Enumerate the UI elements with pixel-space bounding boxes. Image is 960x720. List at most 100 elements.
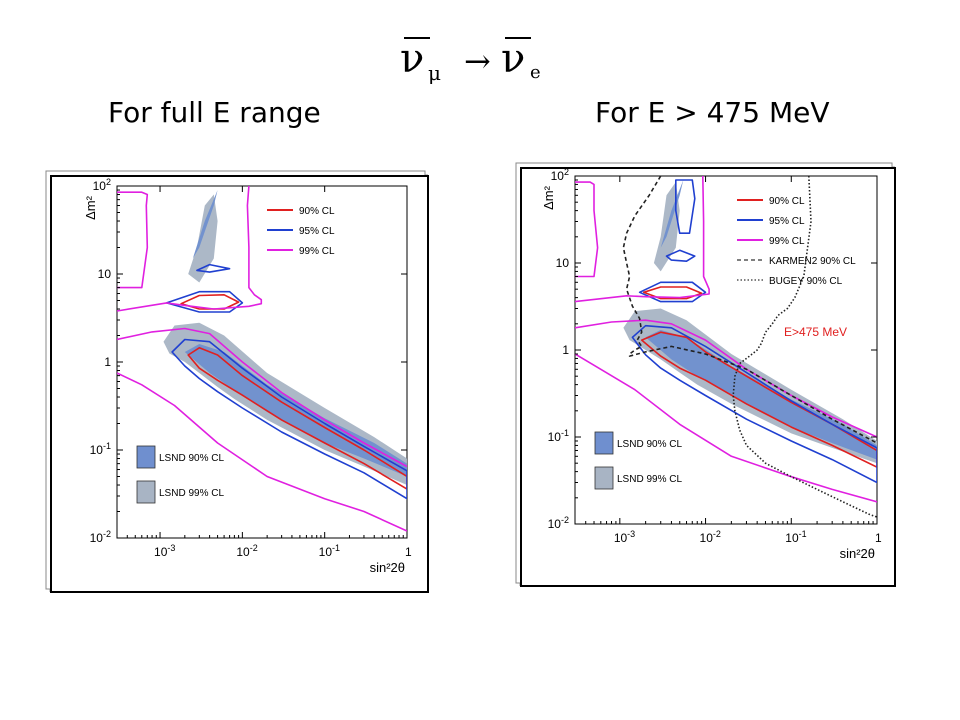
y-tick-label-base: 10 <box>90 531 104 545</box>
region-lsnd-99-cl <box>188 194 218 283</box>
formula-arrow: → <box>464 42 491 80</box>
plot-layer <box>117 186 407 532</box>
legend-label: 95% CL <box>769 216 805 227</box>
series-99-cl <box>117 186 263 312</box>
legend-box <box>136 480 156 504</box>
series-95-cl <box>638 281 707 303</box>
series-90-cl <box>642 286 703 300</box>
y-tick-label: 10-1 <box>90 441 111 457</box>
x-tick-label-exp: -1 <box>799 529 807 539</box>
x-tick-label: 10-2 <box>236 543 257 559</box>
x-tick-label-exp: -2 <box>713 529 721 539</box>
series-99-cl <box>117 327 407 468</box>
series-90-cl <box>180 294 240 310</box>
y-tick-label-base: 10 <box>548 517 562 531</box>
y-tick-label: 102 <box>93 177 111 193</box>
region-lsnd-90-cl <box>660 180 684 248</box>
y-axis-label: Δm² <box>541 185 556 210</box>
x-tick-label-exp: -1 <box>332 543 340 553</box>
legend-box <box>594 466 614 490</box>
x-tick-label-base: 10 <box>236 545 250 559</box>
x-axis-label: sin²2θ <box>840 546 875 561</box>
x-tick-label: 10-3 <box>154 543 175 559</box>
chart-panel-high-energy: 10-3 10-2 10-1 1 102 10 1 10-1 10-2 sin²2θ Δm² 90% … <box>515 162 897 588</box>
legend-label: 99% CL <box>769 236 805 247</box>
series-99-cl <box>575 353 877 503</box>
legend-box <box>136 445 156 469</box>
y-tick-label-exp: -2 <box>103 529 111 539</box>
series-95-cl <box>675 179 696 234</box>
series-90-cl <box>187 347 407 490</box>
y-tick-label-exp: -1 <box>103 441 111 451</box>
y-tick-label-exp: -1 <box>561 428 569 438</box>
x-tick-label-base: 1 <box>405 545 412 559</box>
x-tick-label-base: 10 <box>785 531 799 545</box>
y-tick-label-exp: 2 <box>564 167 569 177</box>
x-tick-label-base: 10 <box>614 531 628 545</box>
x-tick-label: 1 <box>405 545 412 559</box>
subtitle-high-energy: For E > 475 MeV <box>595 96 830 129</box>
series-95-cl <box>665 249 696 262</box>
formula-nu-e: ν <box>501 36 525 82</box>
x-tick-label: 10-2 <box>700 529 721 545</box>
x-tick-label-base: 1 <box>875 531 882 545</box>
y-tick-label-base: 10 <box>556 256 570 270</box>
y-tick-label: 10-1 <box>548 428 569 444</box>
legend-label: 90% CL <box>299 206 335 217</box>
y-tick-label: 1 <box>562 343 569 357</box>
series-99-cl <box>575 176 710 303</box>
series-bugey-90-cl <box>732 176 877 518</box>
y-tick-label: 102 <box>551 167 569 183</box>
legend-box-label: LSND 90% CL <box>617 439 682 450</box>
region-lsnd-90-cl <box>645 330 877 460</box>
series-karmen2-90-cl <box>622 176 877 444</box>
formula-subscript-mu: μ <box>428 61 441 85</box>
legend-label: 99% CL <box>299 246 335 257</box>
x-tick-label-exp: -3 <box>627 529 635 539</box>
legend-box-label: LSND 99% CL <box>159 488 224 499</box>
series-90-cl <box>640 331 877 468</box>
energy-cut-annotation: E>475 MeV <box>784 325 847 339</box>
legend-label: 90% CL <box>769 196 805 207</box>
y-tick-label-base: 10 <box>90 443 104 457</box>
y-tick-label-base: 1 <box>562 343 569 357</box>
series-95-cl <box>171 338 407 500</box>
x-tick-label: 10-1 <box>785 529 806 545</box>
formula-nu-mu: ν <box>400 36 424 82</box>
series-99-cl <box>575 319 877 438</box>
y-tick-label-exp: -2 <box>561 515 569 525</box>
subtitle-full-range: For full E range <box>108 96 321 129</box>
y-tick-label: 10 <box>98 267 112 281</box>
series-99-cl <box>117 191 149 289</box>
series-95-cl <box>196 263 231 273</box>
y-tick-label-base: 1 <box>104 355 111 369</box>
legend-box-label: LSND 99% CL <box>617 474 682 485</box>
y-tick-label: 10-2 <box>90 529 111 545</box>
formula-svg: ν μ → ν e <box>400 36 541 85</box>
series-95-cl <box>165 290 244 313</box>
plot-area <box>116 185 408 539</box>
y-tick-label: 1 <box>104 355 111 369</box>
x-tick-label: 1 <box>875 531 882 545</box>
y-tick-label-base: 10 <box>551 169 565 183</box>
y-tick-label: 10 <box>556 256 570 270</box>
legend-box-label: LSND 90% CL <box>159 453 224 464</box>
series-99-cl <box>117 372 407 532</box>
x-tick-label-base: 10 <box>154 545 168 559</box>
legend-box <box>594 431 614 455</box>
x-tick-label-exp: -2 <box>250 543 258 553</box>
region-lsnd-90-cl <box>192 190 218 259</box>
oscillation-formula: ν μ → ν e <box>380 28 580 88</box>
x-tick-label: 10-1 <box>319 543 340 559</box>
y-axis-label: Δm² <box>83 195 98 220</box>
x-axis-label: sin²2θ <box>370 560 405 575</box>
y-tick-label-base: 10 <box>93 179 107 193</box>
series-95-cl <box>631 324 877 484</box>
y-tick-label-exp: 2 <box>106 177 111 187</box>
y-tick-label: 10-2 <box>548 515 569 531</box>
x-tick-label-base: 10 <box>319 545 333 559</box>
plot-layer <box>575 176 877 518</box>
chart-panel-full-range: 10-3 10-2 10-1 1 102 10 1 10-1 10-2 sin²2θ Δm² 90% … <box>45 170 430 594</box>
